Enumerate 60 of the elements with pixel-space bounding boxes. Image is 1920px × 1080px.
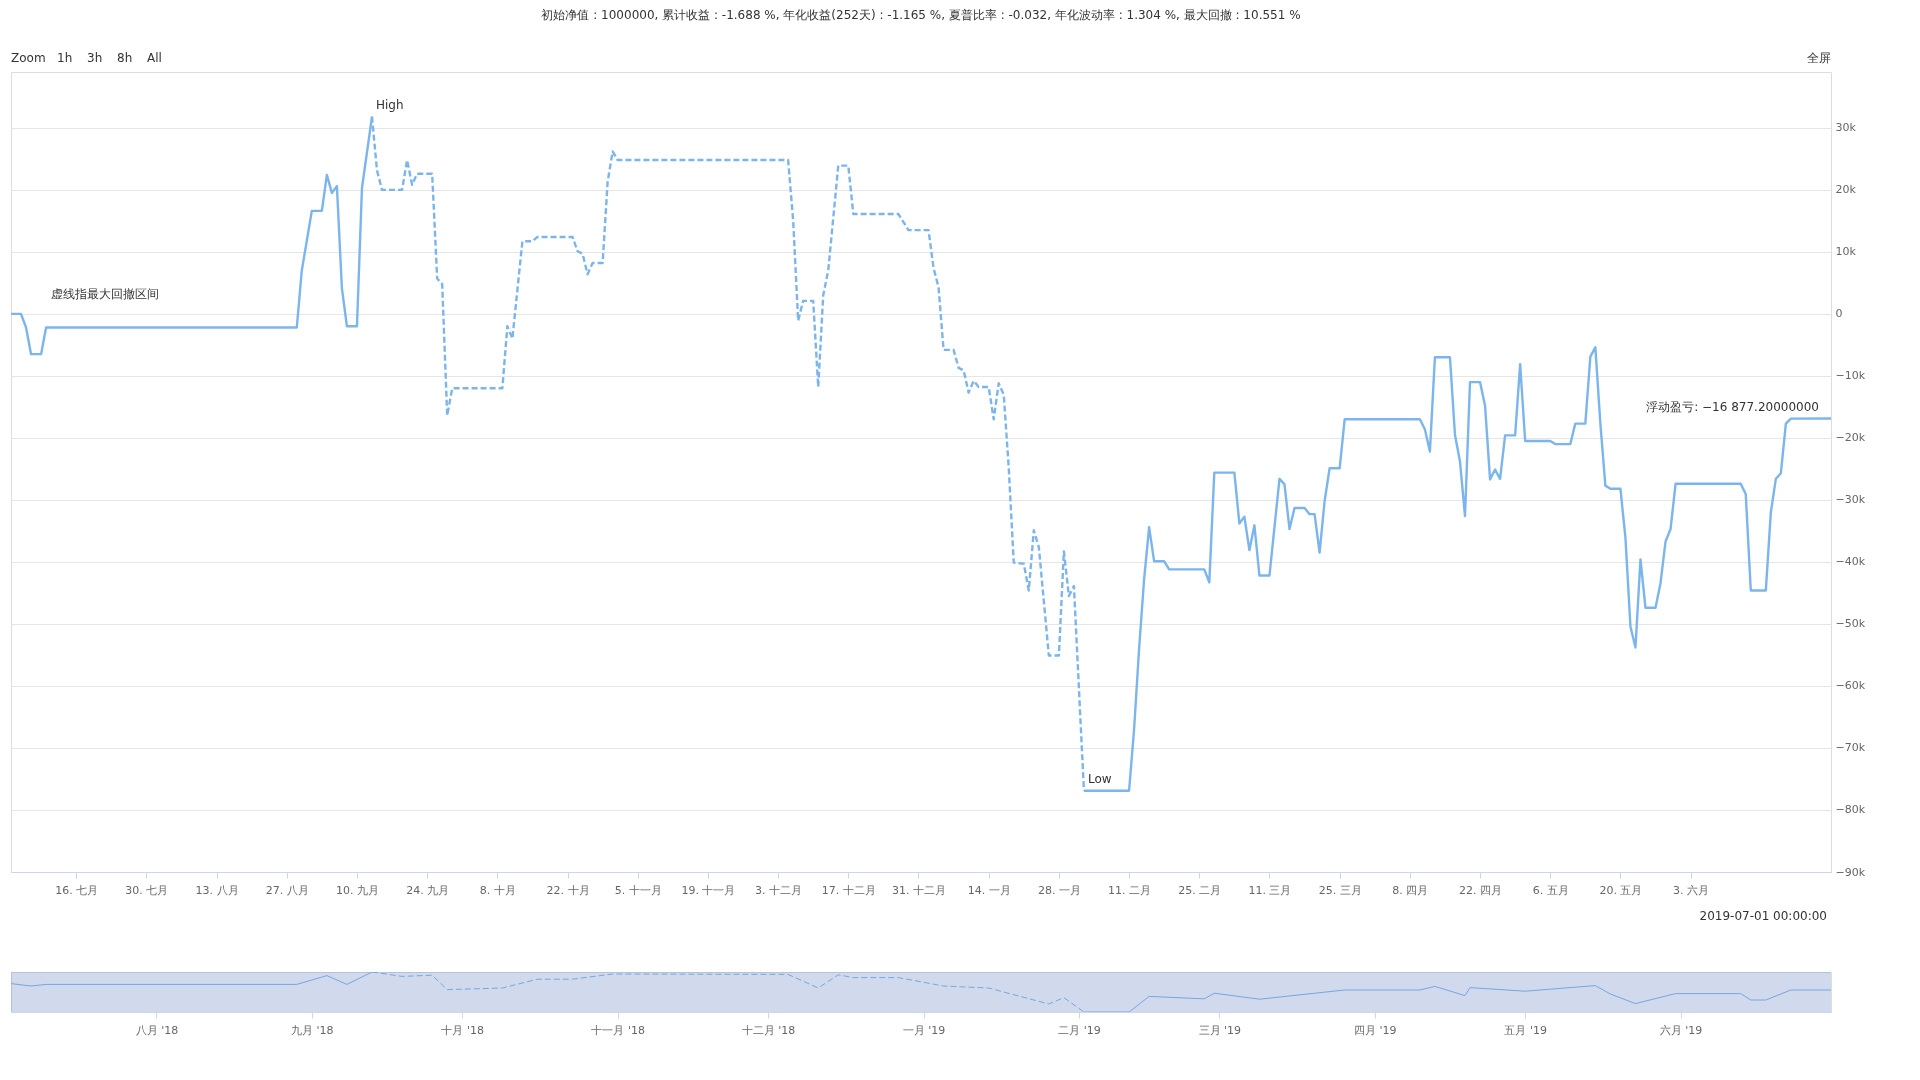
chart-title: 初始净值 : 1000000, 累计收益 : -1.688 %, 年化收益(252天) : -1.165 %, 夏普比率 : -0.032, 年化波动率 : 1.304 %, 最大回撤 : 10.551 %	[541, 8, 1301, 22]
x-tick-label: 6. 五月	[1532, 883, 1569, 897]
text: Zoom	[11, 51, 46, 65]
text: All	[147, 51, 162, 65]
x-tick-label: 16. 七月	[55, 883, 99, 897]
y-tick-label: −30k	[1835, 493, 1866, 507]
x-tick-label: 3. 六月	[1673, 883, 1710, 897]
y-tick-label: −20k	[1835, 431, 1866, 445]
x-tick-label: 九月 '18	[291, 1023, 334, 1037]
x-tick-label: 20. 五月	[1599, 883, 1643, 897]
y-tick-label: −10k	[1835, 369, 1866, 383]
text: 1h	[57, 51, 73, 65]
y-tick-label: −40k	[1835, 555, 1866, 569]
y-tick-label: −50k	[1835, 617, 1866, 631]
text: 2019-07-01 00:00:00	[1699, 909, 1827, 923]
x-tick-label: 五月 '19	[1504, 1023, 1547, 1037]
x-tick-label: 28. 一月	[1037, 883, 1081, 897]
y-tick-label: −60k	[1835, 679, 1866, 693]
x-tick-label: 十月 '18	[441, 1023, 485, 1037]
y-tick-label: 0	[1835, 307, 1843, 321]
x-tick-label: 11. 三月	[1248, 883, 1292, 897]
x-tick-label: 13. 八月	[195, 883, 239, 897]
x-tick-label: 25. 三月	[1318, 883, 1362, 897]
x-tick-label: 17. 十二月	[821, 883, 876, 897]
x-tick-label: 一月 '19	[902, 1023, 946, 1037]
y-tick-label: −70k	[1835, 741, 1866, 755]
x-tick-label: 25. 二月	[1178, 883, 1222, 897]
x-tick-label: 22. 四月	[1459, 883, 1503, 897]
x-tick-label: 27. 八月	[265, 883, 309, 897]
x-tick-label: 四月 '19	[1353, 1023, 1397, 1037]
annotation: High	[375, 97, 404, 112]
text: 3h	[87, 51, 103, 65]
x-tick-label: 六月 '19	[1659, 1023, 1703, 1037]
x-tick-label: 14. 一月	[967, 883, 1011, 897]
text: 8h	[117, 51, 133, 65]
x-tick-label: 二月 '19	[1058, 1023, 1101, 1037]
x-tick-label: 30. 七月	[125, 883, 169, 897]
x-tick-label: 十一月 '18	[591, 1023, 645, 1037]
x-tick-label: 8. 十月	[479, 883, 516, 897]
y-tick-label: −90k	[1835, 865, 1866, 879]
annotation: 浮动盈亏: −16 877.20000000	[1646, 399, 1819, 414]
x-tick-label: 5. 十一月	[614, 883, 662, 897]
x-tick-label: 3. 十二月	[755, 883, 803, 897]
x-tick-label: 三月 '19	[1198, 1023, 1242, 1037]
x-tick-label: 24. 九月	[406, 883, 450, 897]
x-tick-label: 19. 十一月	[681, 883, 736, 897]
annotation: Low	[1087, 771, 1112, 786]
x-tick-label: 11. 二月	[1108, 883, 1152, 897]
y-tick-label: 20k	[1835, 183, 1857, 197]
x-tick-label: 八月 '18	[135, 1023, 179, 1037]
y-tick-label: 30k	[1835, 121, 1857, 135]
text: 全屏	[1807, 51, 1831, 65]
x-tick-label: 10. 九月	[335, 883, 379, 897]
x-tick-label: 十二月 '18	[741, 1023, 796, 1037]
x-tick-label: 22. 十月	[546, 883, 590, 897]
annotation: 虚线指最大回撤区间	[51, 287, 159, 302]
x-tick-label: 8. 四月	[1392, 883, 1429, 897]
x-tick-label: 31. 十二月	[891, 883, 946, 897]
y-tick-label: 10k	[1835, 245, 1857, 259]
y-tick-label: −80k	[1835, 803, 1866, 817]
